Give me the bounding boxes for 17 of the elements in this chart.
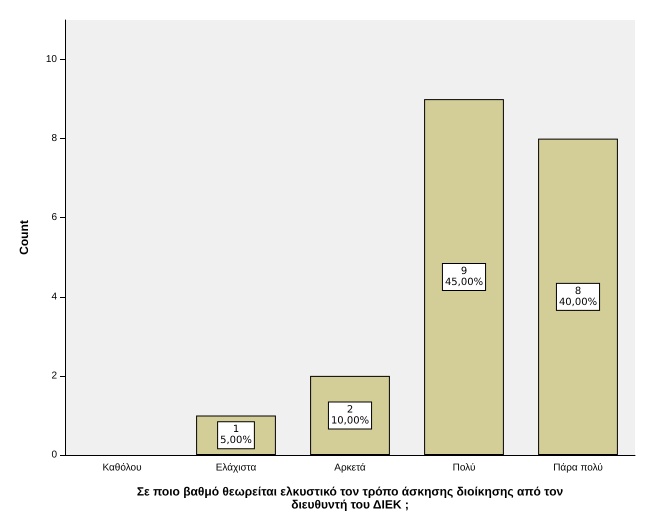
x-axis-title: Σε ποιο βαθμό θεωρείται ελκυστικό τον τρόπο άσκησης διοίκησης από τον διευθυντή του ΔΙΕΚ ; [136,484,564,512]
x-tick-label: Ελάχιστα [216,462,256,474]
x-tick-label: Πάρα πολύ [553,462,603,474]
y-axis-title: Count [17,220,31,255]
y-tick-label: 4 [51,291,58,302]
data-label: 2 10,00% [330,404,370,426]
y-tick-label: 8 [51,133,58,144]
y-tick-label: 2 [51,370,58,382]
y-tick-label: 0 [51,450,58,460]
x-tick-label: Καθόλου [102,462,142,474]
x-tick-label: Πολύ [452,462,476,474]
y-tick-label: 6 [51,212,58,224]
data-label: 8 40,00% [558,286,598,308]
y-tick-label: 10 [46,54,58,66]
data-label: 1 5,00% [220,424,252,446]
data-label: 9 45,00% [444,266,484,288]
x-tick-label: Αρκετά [334,462,366,474]
